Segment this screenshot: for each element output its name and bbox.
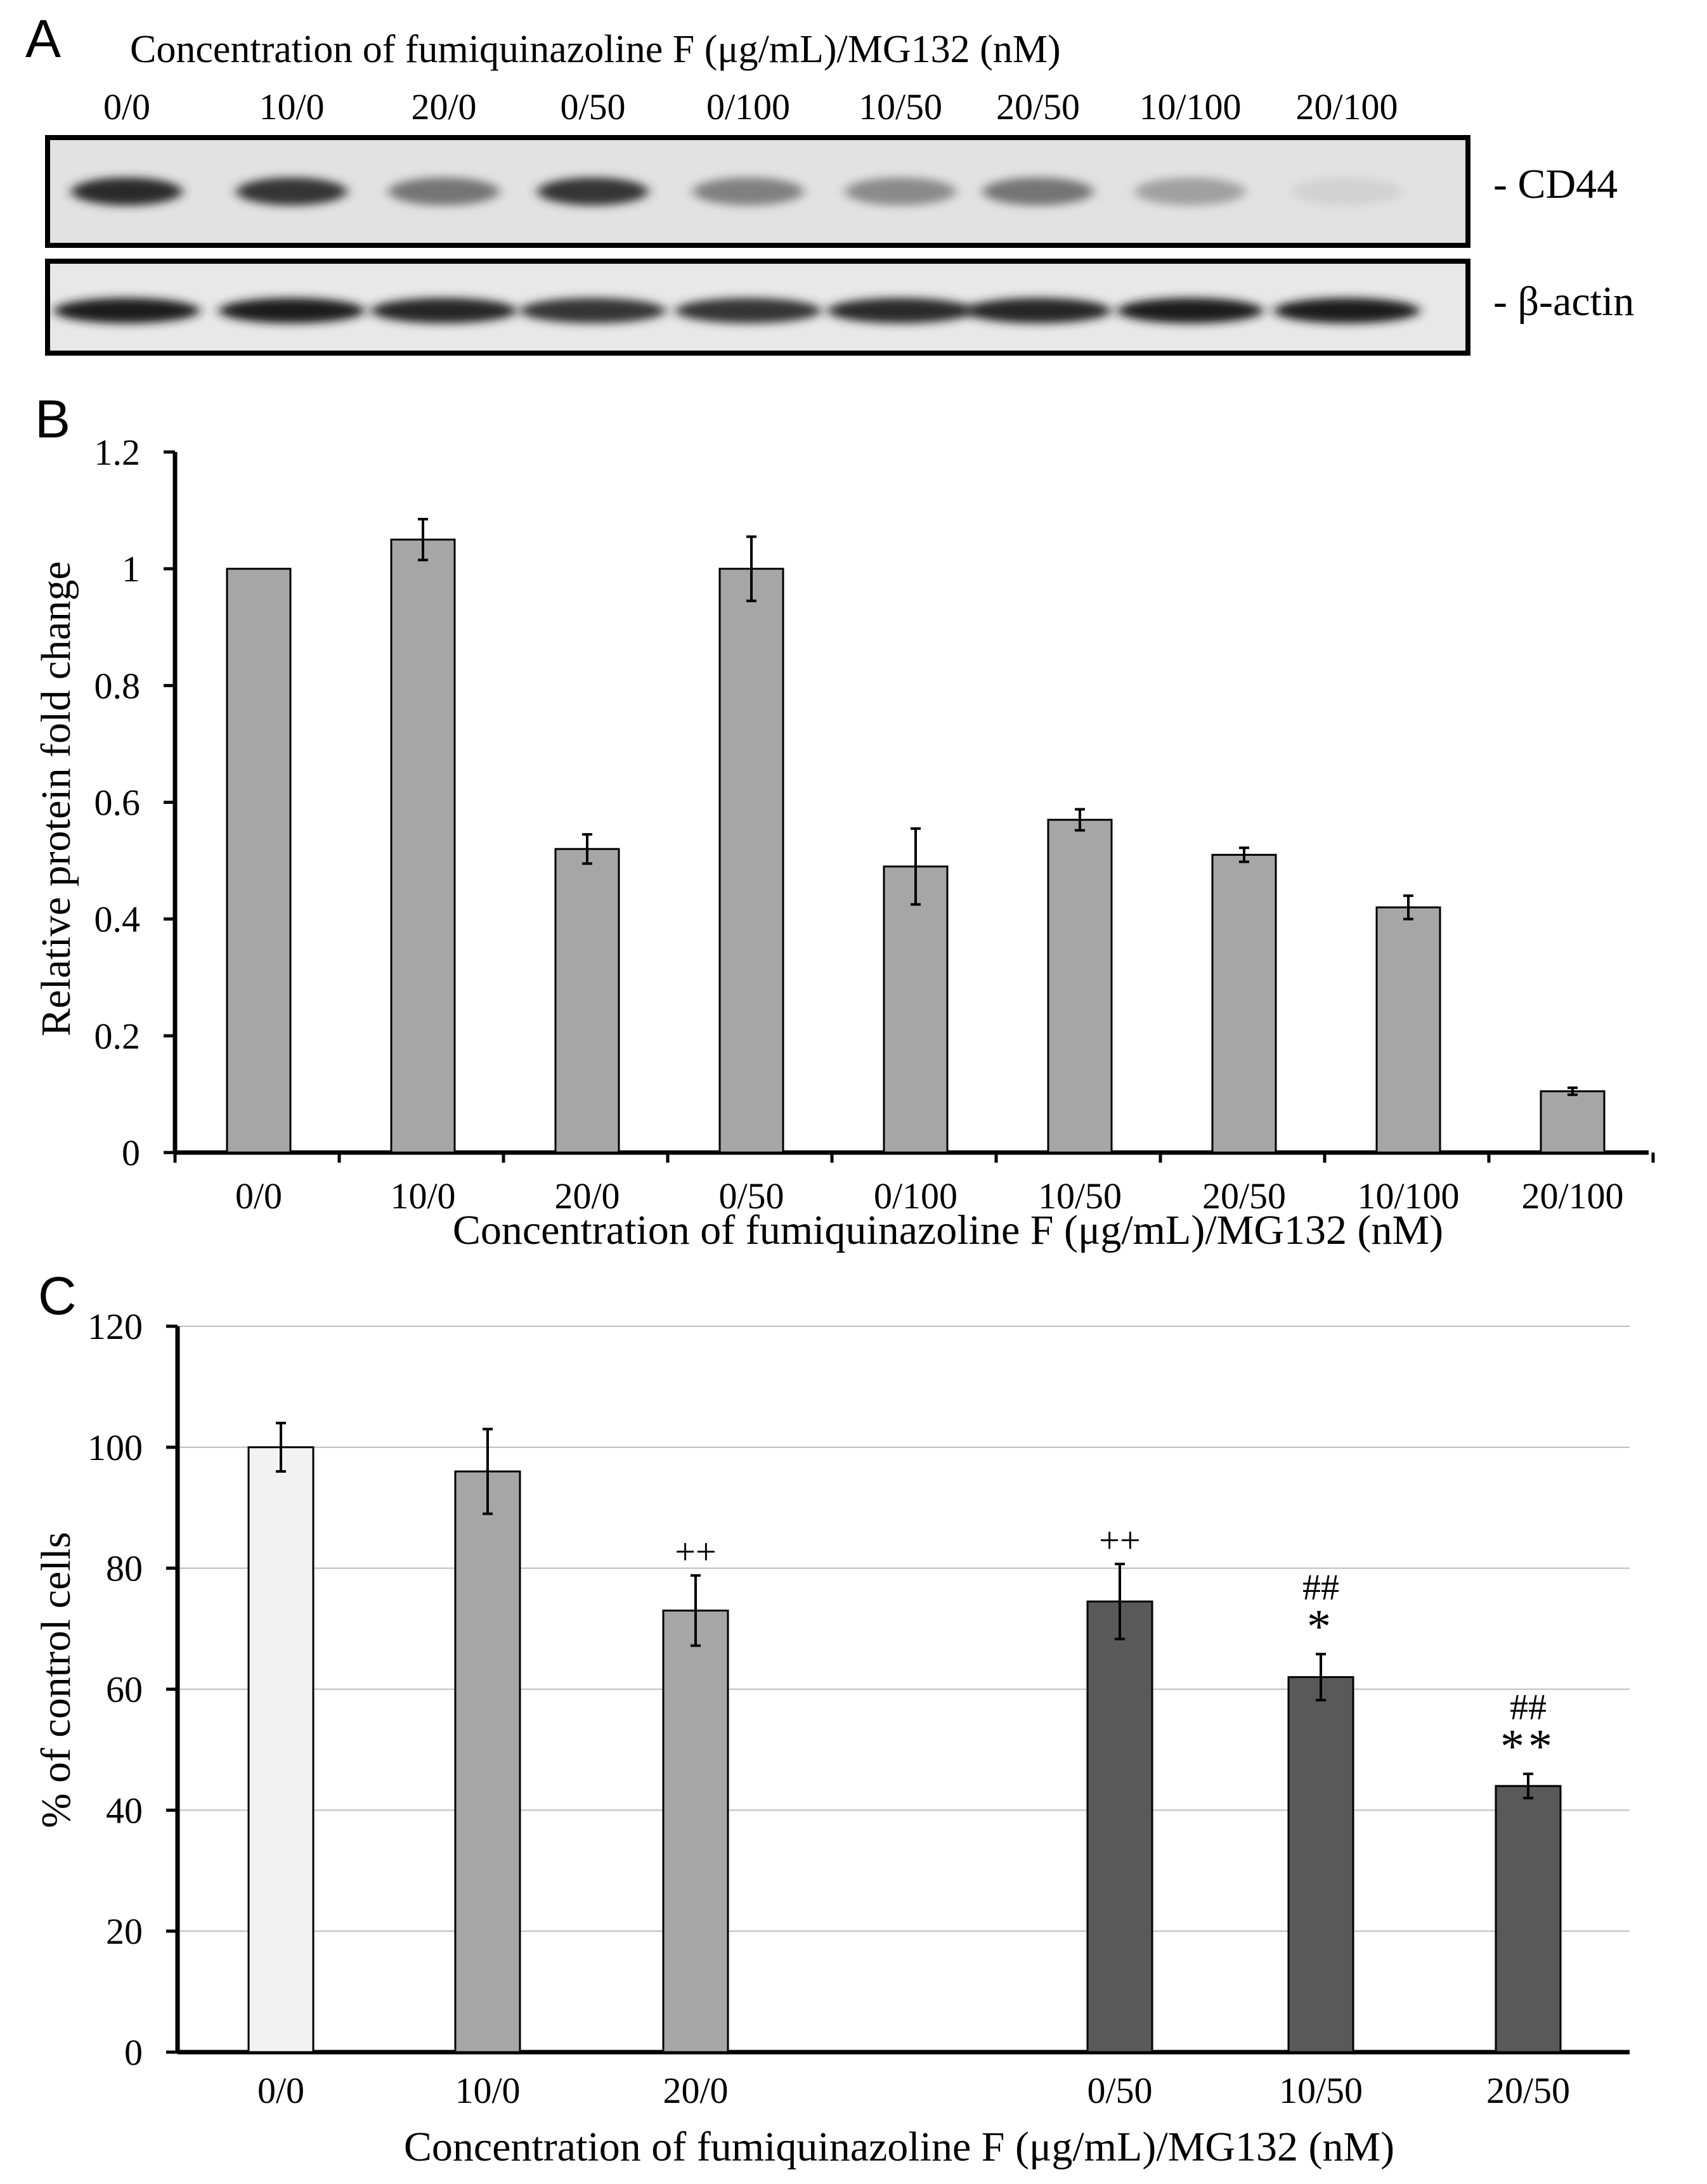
panel-a-western-blot: A Concentration of fumiquinazoline F (μg… — [25, 9, 1634, 356]
panel-b-chart: B 0 0.2 0.4 0.6 0.8 1 1.2 0/0 10/0 20/0 0/50 0/100 1… — [33, 389, 1655, 1253]
band-10-0 — [236, 178, 347, 205]
x-tick-label-10-0: 10/0 — [455, 2070, 520, 2111]
bar-20-50 — [1211, 853, 1277, 1154]
x-tick-label-20-50: 20/50 — [1202, 1175, 1286, 1217]
band-10-50 — [828, 298, 973, 323]
bar-20-0 — [554, 848, 620, 1154]
lane-label-10-100: 10/100 — [1139, 86, 1241, 127]
panel-b-label: B — [35, 389, 70, 449]
bar-20-50 — [1495, 1785, 1562, 2053]
panel-b-xlabel: Concentration of fumiquinazoline F (μg/m… — [453, 1207, 1443, 1253]
panel-b-ylabel: Relative protein fold change — [33, 561, 79, 1037]
significance-annotation: * — [1307, 1600, 1335, 1653]
lane-label-0-100: 0/100 — [706, 86, 790, 127]
y-tick-label: 80 — [106, 1548, 143, 1589]
x-tick-label-20-0: 20/0 — [663, 2070, 728, 2111]
lane-label-0-0: 0/0 — [103, 86, 150, 127]
bar-10-100 — [1375, 906, 1441, 1154]
band-0-0 — [71, 178, 183, 205]
lane-label-20-100: 20/100 — [1295, 86, 1398, 127]
band-0-100 — [692, 178, 804, 205]
panel-a-label: A — [25, 9, 61, 68]
y-tick-label: 0.4 — [94, 899, 141, 940]
lane-labels: 0/0 10/0 20/0 0/50 0/100 10/50 20/50 10/100 20/1… — [103, 86, 1398, 127]
bar-20-100 — [1540, 1090, 1606, 1154]
y-tick-label: 60 — [106, 1669, 143, 1710]
y-tick-label: 0.2 — [94, 1016, 141, 1057]
cd44-blot: - CD44 — [45, 135, 1618, 248]
panel-c-ylabel: % of control cells — [33, 1532, 79, 1828]
bar-10-50 — [1287, 1676, 1354, 2053]
significance-annotation: ## — [1302, 1567, 1339, 1608]
x-tick-label-0-100: 0/100 — [874, 1175, 957, 1217]
band-0-50 — [520, 298, 666, 323]
y-tick-label: 0 — [124, 2032, 143, 2073]
significance-annotation: ++ — [1099, 1520, 1140, 1561]
y-tick-label: 1.2 — [94, 432, 141, 473]
y-tick-label: 0 — [122, 1132, 140, 1173]
x-tick-label-0-50: 0/50 — [718, 1175, 784, 1217]
x-tick-label-0-50: 0/50 — [1087, 2070, 1152, 2111]
y-tick-label: 1 — [122, 548, 140, 590]
x-tick-label-20-50: 20/50 — [1486, 2070, 1570, 2111]
lane-label-20-0: 20/0 — [411, 86, 476, 127]
lane-label-0-50: 0/50 — [560, 86, 625, 127]
x-tick-label-20-100: 20/100 — [1521, 1175, 1623, 1217]
bar-0-100 — [883, 865, 949, 1154]
y-tick-label: 0.6 — [94, 782, 141, 824]
panel-b-bars: 0 0.2 0.4 0.6 0.8 1 1.2 0/0 10/0 20/0 0/50 0/100 10/… — [94, 432, 1655, 1217]
cd44-label: - CD44 — [1493, 161, 1618, 207]
x-tick-label-0-0: 0/0 — [257, 2070, 304, 2111]
band-20-0 — [371, 298, 517, 323]
panel-c-bars: 0 20 40 60 80 100 120 0/0 10/0 20/0 0/50 10/50 20/50… — [88, 1306, 1630, 2111]
band-20-0 — [388, 178, 500, 205]
band-0-50 — [537, 178, 649, 205]
band-20-100 — [1291, 178, 1403, 205]
beta-actin-bands — [54, 298, 1420, 323]
bar-10-0 — [454, 1470, 521, 2053]
panel-c-xlabel: Concentration of fumiquinazoline F (μg/m… — [404, 2124, 1394, 2170]
y-tick-label: 0.8 — [94, 665, 141, 706]
band-10-0 — [219, 298, 365, 323]
y-tick-label: 120 — [88, 1306, 143, 1347]
y-tick-label: 100 — [88, 1427, 143, 1468]
bar-10-50 — [1047, 818, 1113, 1154]
band-20-50 — [982, 178, 1094, 205]
beta-actin-blot: - β-actin — [45, 259, 1634, 356]
bar-0-0 — [226, 567, 292, 1154]
y-tick-label: 40 — [106, 1790, 143, 1831]
bar-0-0 — [247, 1446, 315, 2053]
significance-annotation: ++ — [675, 1531, 716, 1572]
band-20-50 — [965, 298, 1111, 323]
y-tick-label: 20 — [106, 1911, 143, 1952]
band-10-100 — [1117, 298, 1263, 323]
panel-a-title: Concentration of fumiquinazoline F (μg/m… — [130, 28, 1061, 71]
band-10-100 — [1134, 178, 1246, 205]
significance-annotation: ## — [1510, 1686, 1547, 1728]
panel-c-label: C — [38, 1266, 77, 1326]
bar-0-50 — [1086, 1600, 1153, 2053]
lane-label-10-50: 10/50 — [859, 86, 942, 127]
beta-actin-label: - β-actin — [1493, 278, 1634, 325]
bar-20-0 — [662, 1609, 729, 2053]
band-0-100 — [675, 298, 821, 323]
lane-label-10-0: 10/0 — [259, 86, 324, 127]
significance-annotation: ** — [1500, 1720, 1556, 1773]
cd44-bands — [71, 178, 1403, 205]
x-tick-label-10-0: 10/0 — [390, 1175, 455, 1217]
band-0-0 — [54, 298, 200, 323]
panel-c-chart: C 0 20 40 60 80 100 120 0/0 10/0 20/0 0/50 10/50 20/… — [33, 1266, 1630, 2170]
x-tick-label-20-0: 20/0 — [554, 1175, 620, 1217]
x-tick-label-10-50: 10/50 — [1279, 2070, 1363, 2111]
bar-0-50 — [718, 567, 784, 1154]
x-tick-label-0-0: 0/0 — [235, 1175, 282, 1217]
band-10-50 — [845, 178, 956, 205]
lane-label-20-50: 20/50 — [996, 86, 1080, 127]
band-20-100 — [1274, 298, 1420, 323]
x-tick-label-10-50: 10/50 — [1038, 1175, 1122, 1217]
bar-10-0 — [390, 538, 456, 1154]
x-tick-label-10-100: 10/100 — [1357, 1175, 1459, 1217]
